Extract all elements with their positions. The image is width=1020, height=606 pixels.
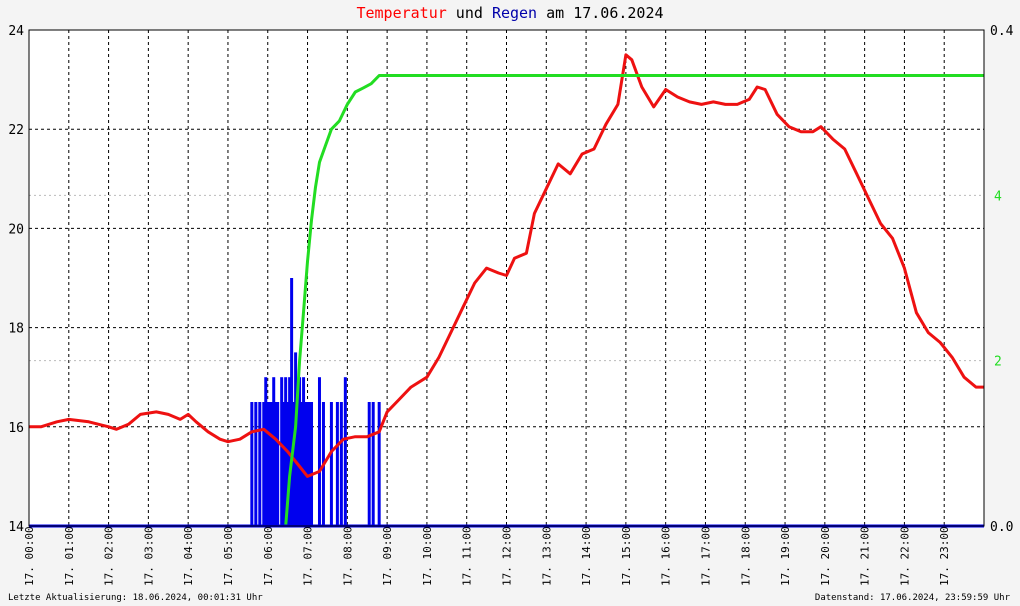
x-tick-label: 17. 07:00 xyxy=(302,526,315,586)
rain-bar xyxy=(292,402,296,526)
x-tick-label: 17. 17:00 xyxy=(699,526,712,586)
x-tick-label: 17. 03:00 xyxy=(142,526,155,586)
x-tick-label: 17. 22:00 xyxy=(898,526,911,586)
rain-bar xyxy=(298,377,302,526)
y-tick-label-left: 14 xyxy=(8,520,24,535)
x-tick-label: 17. 18:00 xyxy=(739,526,752,586)
x-tick-label: 17. 21:00 xyxy=(859,526,872,586)
rain-bar xyxy=(329,402,333,526)
x-tick-label: 17. 02:00 xyxy=(103,526,116,586)
x-tick-label: 17. 15:00 xyxy=(620,526,633,586)
rain-bar xyxy=(264,377,268,526)
x-tick-label: 17. 09:00 xyxy=(381,526,394,586)
rain-bar xyxy=(274,402,278,526)
rain-bar xyxy=(276,402,280,526)
y-tick-label-left: 16 xyxy=(8,421,24,436)
y-tick-label-left: 22 xyxy=(8,123,24,138)
x-tick-label: 17. 23:00 xyxy=(938,526,951,586)
rain-bar xyxy=(286,402,290,526)
rain-bar xyxy=(304,402,308,526)
rain-bar xyxy=(343,377,347,526)
x-tick-label: 17. 00:00 xyxy=(23,526,36,586)
rain-bar xyxy=(308,402,312,526)
y-tick-label-left: 18 xyxy=(8,322,24,337)
x-tick-label: 17. 04:00 xyxy=(182,526,195,586)
rain-bar xyxy=(258,402,262,526)
rain-bar xyxy=(306,402,310,526)
rain-bar xyxy=(300,402,304,526)
title-date: am 17.06.2024 xyxy=(537,4,664,22)
title-regen: Regen xyxy=(491,4,538,22)
rain-bar xyxy=(254,402,258,526)
x-tick-label: 17. 12:00 xyxy=(501,526,514,586)
chart-title: Temperatur und Regen am 17.06.2024 xyxy=(0,4,1020,22)
rain-bar xyxy=(339,402,343,526)
rain-bar xyxy=(290,278,294,526)
rain-bar xyxy=(282,402,286,526)
title-und: und xyxy=(446,4,492,22)
x-tick-label: 17. 16:00 xyxy=(660,526,673,586)
rain-bar xyxy=(268,402,272,526)
rain-bar xyxy=(317,377,321,526)
last-update-text: Letzte Aktualisierung: 18.06.2024, 00:01… xyxy=(8,593,263,603)
rain-sum-line xyxy=(29,74,984,528)
x-tick-label: 17. 06:00 xyxy=(262,526,275,586)
y-tick-label-sum: 2 xyxy=(994,355,1002,370)
title-temperatur: Temperatur xyxy=(356,4,447,22)
rain-bar xyxy=(377,402,381,526)
rain-bar xyxy=(335,402,339,526)
x-tick-label: 17. 08:00 xyxy=(341,526,354,586)
rain-bar xyxy=(371,402,375,526)
y-tick-label-rain: 0.0 xyxy=(990,520,1013,535)
y-tick-label-sum: 4 xyxy=(994,189,1002,204)
rain-bar xyxy=(266,402,270,526)
x-tick-label: 17. 05:00 xyxy=(222,526,235,586)
x-tick-label: 17. 14:00 xyxy=(580,526,593,586)
y-tick-label-rain: 0.4 xyxy=(990,24,1014,39)
x-tick-label: 17. 13:00 xyxy=(540,526,553,586)
rain-bar xyxy=(272,377,276,526)
y-tick-label-left: 24 xyxy=(8,24,24,39)
rain-bar xyxy=(302,377,306,526)
y-tick-label-left: 20 xyxy=(8,222,24,237)
x-tick-label: 17. 10:00 xyxy=(421,526,434,586)
rain-bar xyxy=(288,377,292,526)
rain-bar xyxy=(280,377,284,526)
data-status-text: Datenstand: 17.06.2024, 23:59:59 Uhr xyxy=(814,593,1010,603)
x-tick-label: 17. 20:00 xyxy=(819,526,832,586)
rain-bar xyxy=(262,402,266,526)
x-tick-label: 17. 19:00 xyxy=(779,526,792,586)
rain-bar xyxy=(310,402,314,526)
x-tick-label: 17. 11:00 xyxy=(461,526,474,586)
rain-bar xyxy=(250,402,254,526)
x-tick-label: 17. 01:00 xyxy=(63,526,76,586)
temperature-line xyxy=(29,53,984,478)
rain-bar xyxy=(270,402,274,526)
plot-frame xyxy=(28,29,985,527)
rain-bar xyxy=(367,402,371,526)
